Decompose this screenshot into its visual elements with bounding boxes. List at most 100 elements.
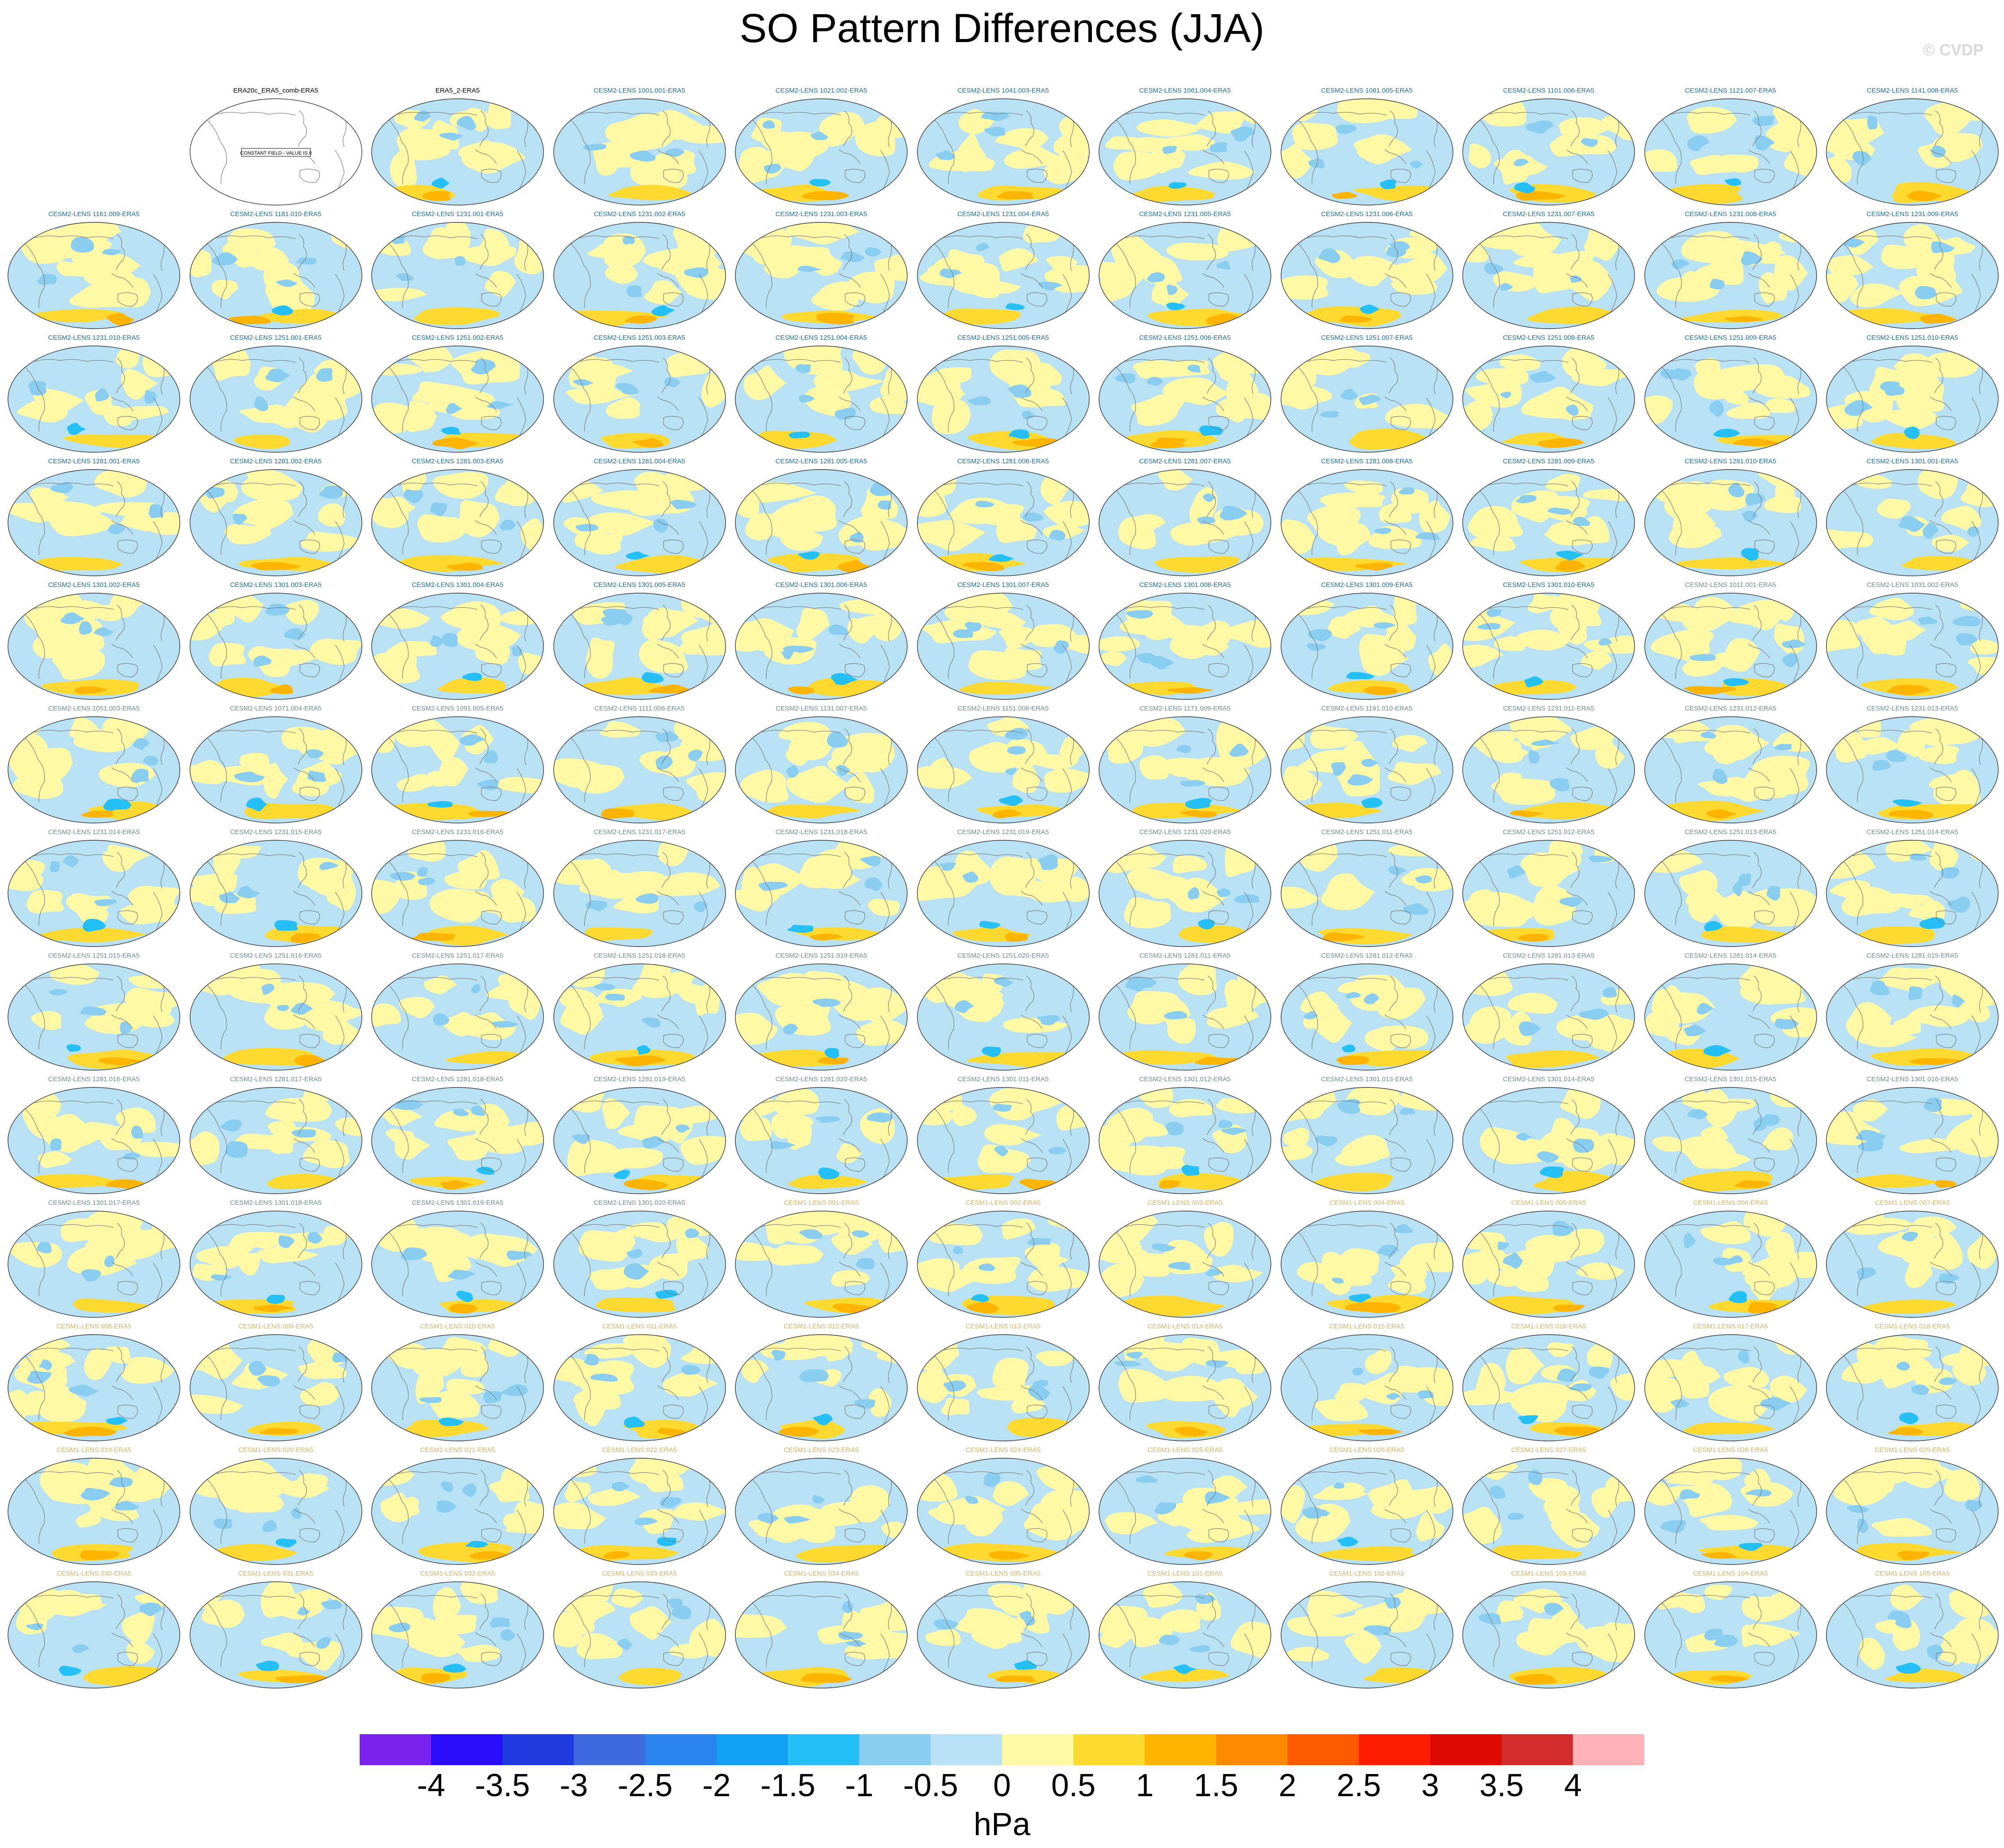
map-panel: CESM2-LENS 1231.005-ERA5 — [1098, 210, 1272, 330]
panel-label: CESM2-LENS 1281.007-ERA5 — [1139, 458, 1231, 465]
panel-label: CESM1-LENS 013-ERA5 — [965, 1323, 1041, 1330]
map-panel: CESM2-LENS 1251.020-ERA5 — [917, 952, 1090, 1072]
map-plot — [1462, 1581, 1635, 1689]
map-plot — [189, 593, 362, 700]
map-panel: CESM2-LENS 1281.013-ERA5 — [1462, 952, 1635, 1072]
map-panel: CESM2-LENS 1301.006-ERA5 — [734, 581, 908, 701]
panel-label: CESM2-LENS 1281.016-ERA5 — [48, 1075, 140, 1083]
map-plot — [1644, 98, 1817, 206]
panel-label: CESM2-LENS 1281.012-ERA5 — [1321, 952, 1413, 959]
panel-label: CESM1-LENS 015-ERA5 — [1329, 1323, 1405, 1330]
panel-label: CESM1-LENS 022-ERA5 — [602, 1446, 677, 1454]
panel-label: CESM1-LENS 002-ERA5 — [965, 1199, 1041, 1207]
map-panel: CESM2-LENS 1251.011-ERA5 — [1280, 828, 1454, 948]
map-panel: CESM2-LENS 1231.014-ERA5 — [7, 828, 181, 948]
map-plot — [189, 1458, 362, 1565]
panel-label: CESM1-LENS 027-ERA5 — [1511, 1446, 1586, 1454]
map-panel: CESM2-LENS 1121.007-ERA5 — [1644, 87, 1818, 206]
colorbar-tick-label: -2 — [702, 1768, 731, 1803]
map-plot — [1099, 1334, 1271, 1441]
panel-label: CESM2-LENS 1301.001-ERA5 — [1866, 458, 1958, 465]
map-plot — [735, 222, 908, 329]
map-plot — [189, 1087, 362, 1194]
panel-label: CESM2-LENS 1251.009-ERA5 — [1685, 334, 1776, 342]
map-plot — [371, 840, 544, 947]
map-panel: CESM1-LENS 034-ERA5 — [734, 1570, 908, 1689]
panel-label: CESM2-LENS 1171.009-ERA5 — [1139, 705, 1231, 712]
map-panel: CESM2-LENS 1031.002-ERA5 — [1825, 581, 1999, 701]
map-plot — [1462, 346, 1635, 453]
panel-label: CESM2-LENS 1151.008-ERA5 — [957, 705, 1049, 712]
map-panel: CESM2-LENS 1231.004-ERA5 — [917, 210, 1090, 330]
map-plot — [553, 963, 726, 1071]
map-panel: CESM1-LENS 013-ERA5 — [917, 1323, 1090, 1442]
map-panel: CESM1-LENS 027-ERA5 — [1462, 1446, 1635, 1566]
panel-label: CESM1-LENS 016-ERA5 — [1511, 1323, 1586, 1330]
map-panel: CESM2-LENS 1251.002-ERA5 — [371, 334, 544, 454]
panel-label: CESM2-LENS 1281.001-ERA5 — [48, 458, 140, 465]
map-plot — [1644, 346, 1817, 453]
map-plot — [735, 716, 908, 823]
map-plot — [1644, 469, 1817, 576]
map-panel: CESM1-LENS 021-ERA5 — [371, 1446, 544, 1566]
map-panel: CESM2-LENS 1171.009-ERA5 — [1098, 705, 1272, 824]
map-panel: CESM2-LENS 1231.017-ERA5 — [553, 828, 726, 948]
panel-label: CESM1-LENS 011-ERA5 — [602, 1323, 677, 1330]
panel-label: CESM2-LENS 1091.005-ERA5 — [412, 705, 504, 712]
panel-label: CESM2-LENS 1251.004-ERA5 — [775, 334, 867, 342]
panel-label: CESM1-LENS 004-ERA5 — [1329, 1199, 1405, 1207]
map-plot — [1826, 593, 1999, 700]
panel-label: CESM2-LENS 1231.013-ERA5 — [1866, 705, 1958, 712]
colorbar-tick-label: 4 — [1564, 1768, 1582, 1803]
map-panel: CESM2-LENS 1301.016-ERA5 — [1825, 1075, 1999, 1195]
map-panel: CESM2-LENS 1131.007-ERA5 — [734, 705, 908, 824]
map-panel: CESM2-LENS 1251.018-ERA5 — [553, 952, 726, 1072]
map-plot — [735, 469, 908, 576]
map-plot — [189, 469, 362, 576]
map-plot — [1644, 1211, 1817, 1318]
constant-field-note: CONSTANT FIELD - VALUE IS 0 — [240, 151, 311, 156]
map-plot — [917, 1458, 1090, 1565]
map-plot — [189, 222, 362, 329]
panel-label: CESM2-LENS 1011.001-ERA5 — [1685, 581, 1776, 589]
map-panel: CESM2-LENS 1251.001-ERA5 — [189, 334, 363, 454]
map-panel: CESM2-LENS 1251.008-ERA5 — [1462, 334, 1635, 454]
map-panel: CESM2-LENS 1301.012-ERA5 — [1098, 1075, 1272, 1195]
map-panel: CESM2-LENS 1091.005-ERA5 — [371, 705, 544, 824]
panel-label: CESM2-LENS 1231.003-ERA5 — [775, 210, 867, 218]
map-plot — [371, 346, 544, 453]
map-plot — [8, 222, 180, 329]
panel-label: CESM2-LENS 1281.005-ERA5 — [775, 458, 867, 465]
map-plot — [1826, 346, 1999, 453]
map-plot — [1644, 1334, 1817, 1441]
panel-label: CESM2-LENS 1251.001-ERA5 — [230, 334, 322, 342]
panel-label: CESM2-LENS 1281.018-ERA5 — [412, 1075, 504, 1083]
map-plot — [189, 716, 362, 823]
panel-label: CESM1-LENS 020-ERA5 — [238, 1446, 314, 1454]
panel-label: CESM1-LENS 025-ERA5 — [1147, 1446, 1223, 1454]
map-plot — [553, 1211, 726, 1318]
map-panel: CESM2-LENS 1281.016-ERA5 — [7, 1075, 181, 1195]
map-plot — [8, 346, 180, 453]
colorbar-swatch — [930, 1734, 1002, 1765]
map-panel: CESM2-LENS 1301.014-ERA5 — [1462, 1075, 1635, 1195]
map-panel: CESM2-LENS 1231.019-ERA5 — [917, 828, 1090, 948]
map-panel: CESM2-LENS 1231.009-ERA5 — [1825, 210, 1999, 330]
map-plot — [1462, 593, 1635, 700]
map-plot — [8, 1087, 180, 1194]
map-panel: ERA20c_ERA5_comb-ERA5 CONSTANT FIELD - VA… — [189, 87, 363, 206]
map-plot — [917, 98, 1090, 206]
map-panel: CESM2-LENS 1251.007-ERA5 — [1280, 334, 1454, 454]
panel-label: CESM1-LENS 101-ERA5 — [1147, 1570, 1223, 1577]
map-panel: CESM2-LENS 1181.010-ERA5 — [189, 210, 363, 330]
map-plot — [917, 1211, 1090, 1318]
panel-label: CESM1-LENS 028-ERA5 — [1693, 1446, 1768, 1454]
colorbar-swatch — [431, 1734, 503, 1765]
colorbar-tick-label: -1 — [845, 1768, 874, 1803]
panel-label: CESM2-LENS 1111.006-ERA5 — [594, 705, 685, 712]
map-panel: CESM2-LENS 1231.012-ERA5 — [1644, 705, 1818, 824]
map-panel: CESM1-LENS 004-ERA5 — [1280, 1199, 1454, 1319]
map-panel: CESM2-LENS 1151.008-ERA5 — [917, 705, 1090, 824]
map-plot — [8, 469, 180, 576]
map-plot — [1462, 1211, 1635, 1318]
